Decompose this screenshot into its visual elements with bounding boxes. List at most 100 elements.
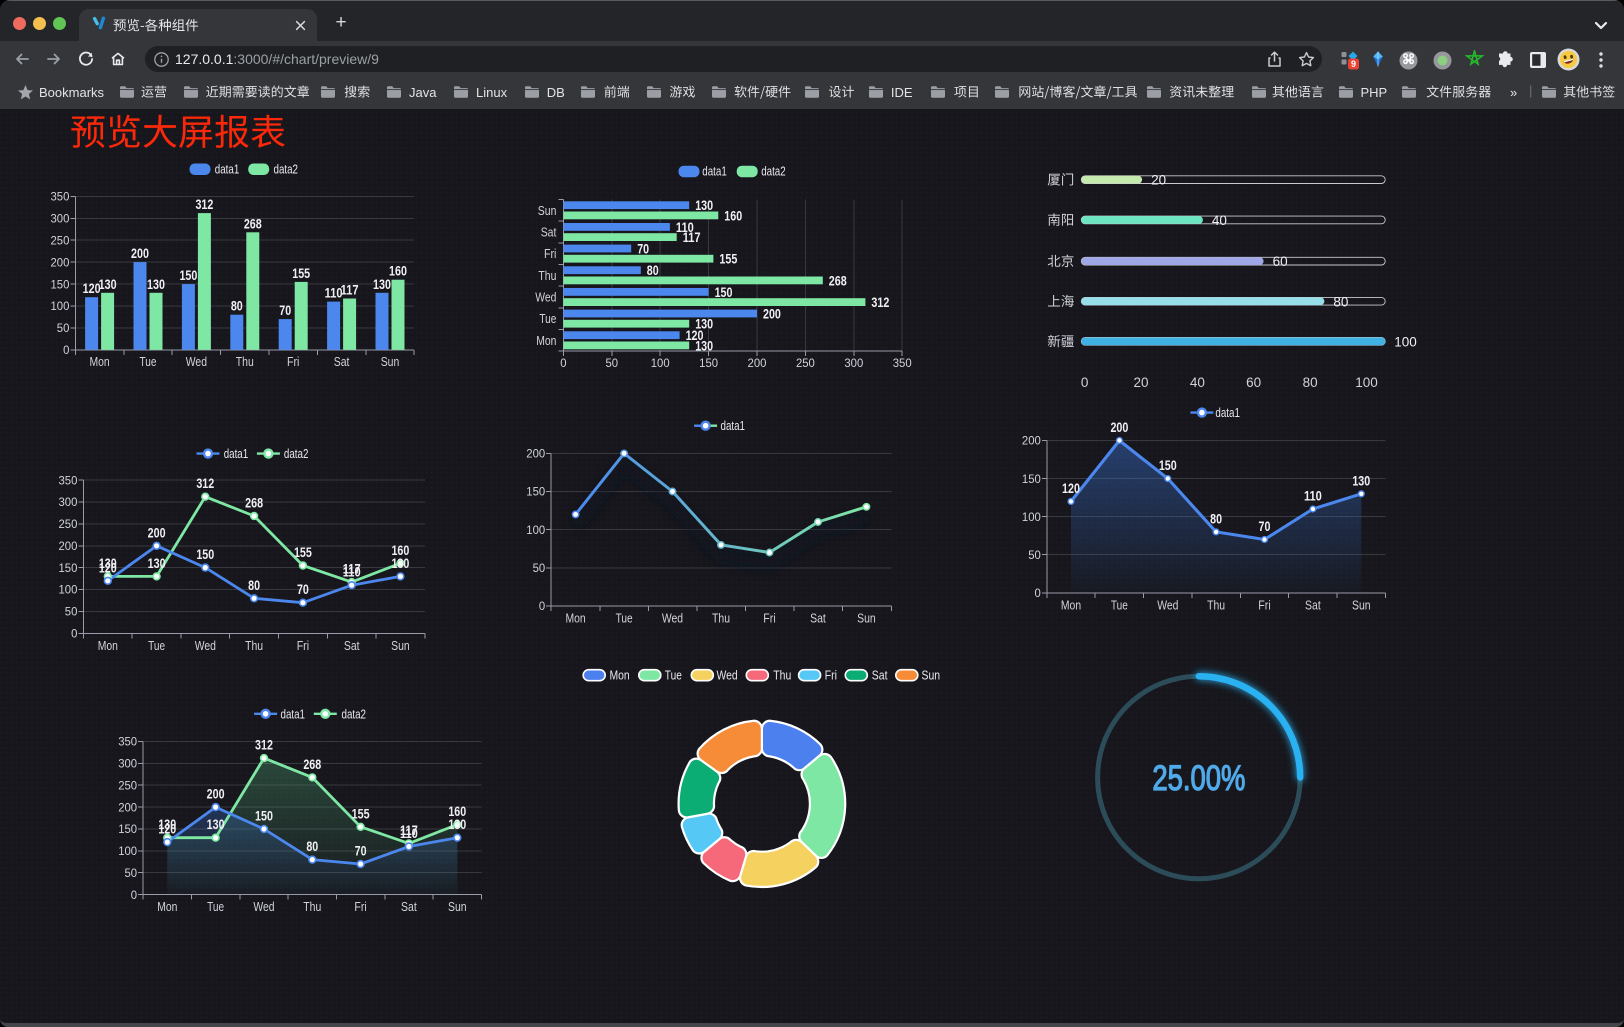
svg-text:Sat: Sat [1305,597,1321,612]
svg-text:200: 200 [118,800,137,814]
svg-text:Tue: Tue [616,610,633,625]
svg-text:80: 80 [1210,510,1222,526]
svg-text:150: 150 [526,485,545,499]
svg-text:200: 200 [763,305,781,321]
svg-text:Mon: Mon [566,610,586,625]
svg-text:data1: data1 [281,707,306,721]
svg-text:150: 150 [699,356,718,370]
svg-text:Sat: Sat [344,638,360,653]
svg-text:Tue: Tue [148,638,165,653]
svg-text:160: 160 [724,207,742,223]
svg-text:Sun: Sun [381,354,400,369]
svg-text:Thu: Thu [538,268,556,283]
svg-text:350: 350 [51,190,70,204]
svg-text:120: 120 [99,559,117,575]
svg-text:Fri: Fri [1258,597,1270,612]
svg-text:0: 0 [1035,586,1042,600]
svg-text:Sun: Sun [391,638,410,653]
svg-text:Mon: Mon [1061,597,1081,612]
svg-text:200: 200 [1110,419,1128,435]
svg-text:60: 60 [1246,375,1261,390]
svg-text:130: 130 [695,316,713,332]
svg-text:50: 50 [1028,548,1041,562]
svg-text:data2: data2 [761,165,786,179]
svg-text:50: 50 [125,866,138,880]
svg-text:130: 130 [99,276,117,292]
svg-text:150: 150 [196,546,214,562]
svg-text:100: 100 [1022,510,1041,524]
svg-text:9: 9 [1351,59,1356,69]
svg-text:350: 350 [893,356,912,370]
svg-text:268: 268 [245,495,263,511]
svg-text:0: 0 [1081,375,1089,390]
svg-text:80: 80 [1333,294,1348,309]
svg-text:data1: data1 [1215,406,1240,420]
svg-text:Wed: Wed [535,290,556,305]
svg-text:312: 312 [196,475,214,491]
svg-text:50: 50 [533,561,546,575]
svg-text:150: 150 [255,808,273,824]
svg-text:0: 0 [131,888,138,902]
svg-text:200: 200 [748,356,767,370]
svg-text:250: 250 [51,233,70,247]
svg-text:200: 200 [526,447,545,461]
svg-text:80: 80 [1303,375,1318,390]
svg-text:150: 150 [118,822,137,836]
svg-text:150: 150 [1022,472,1041,486]
svg-text:155: 155 [352,805,370,821]
svg-text:150: 150 [715,284,733,300]
svg-text:130: 130 [147,276,165,292]
svg-text:130: 130 [695,337,713,353]
svg-text:Fri: Fri [544,246,556,261]
svg-text:110: 110 [400,825,418,841]
svg-text:130: 130 [391,555,409,571]
svg-text:130: 130 [99,555,117,571]
svg-text:300: 300 [59,495,78,509]
svg-text:Sat: Sat [334,354,350,369]
svg-text:200: 200 [59,539,78,553]
svg-text:0: 0 [560,356,567,370]
svg-text:Tue: Tue [539,311,556,326]
svg-text:100: 100 [51,299,70,313]
svg-text:130: 130 [148,555,166,571]
svg-text:80: 80 [306,838,318,854]
svg-text:Fri: Fri [354,899,366,914]
svg-text:Sun: Sun [857,610,876,625]
svg-text:Fri: Fri [825,668,837,683]
svg-text:Mon: Mon [610,668,630,683]
svg-text:100: 100 [651,356,670,370]
svg-text:25.00%: 25.00% [1152,759,1245,798]
svg-text:70: 70 [1259,518,1271,534]
svg-text:80: 80 [647,262,659,278]
svg-text:Thu: Thu [245,638,263,653]
svg-text:268: 268 [303,756,321,772]
svg-text:150: 150 [1159,457,1177,473]
svg-text:50: 50 [57,321,70,335]
svg-text:130: 130 [158,816,176,832]
svg-text:Mon: Mon [90,354,110,369]
svg-text:150: 150 [59,561,78,575]
svg-text:data1: data1 [215,163,240,177]
svg-text:160: 160 [448,803,466,819]
svg-text:117: 117 [400,822,418,838]
svg-text:130: 130 [1352,472,1370,488]
svg-text:120: 120 [158,821,176,837]
svg-text:Tue: Tue [207,899,224,914]
svg-text:130: 130 [448,816,466,832]
svg-text:150: 150 [51,277,70,291]
svg-text:155: 155 [719,251,737,267]
svg-text:Thu: Thu [773,668,791,683]
svg-text:data1: data1 [224,447,249,461]
svg-text:200: 200 [1022,434,1041,448]
svg-text:200: 200 [51,255,70,269]
svg-text:312: 312 [195,196,213,212]
svg-text:160: 160 [391,542,409,558]
svg-text:130: 130 [207,816,225,832]
svg-text:70: 70 [297,581,309,597]
svg-text:Fri: Fri [287,354,299,369]
svg-text:100: 100 [118,844,137,858]
svg-text:300: 300 [118,757,137,771]
svg-text:Sun: Sun [922,668,941,683]
svg-text:data2: data2 [274,163,299,177]
svg-text:117: 117 [341,282,359,298]
